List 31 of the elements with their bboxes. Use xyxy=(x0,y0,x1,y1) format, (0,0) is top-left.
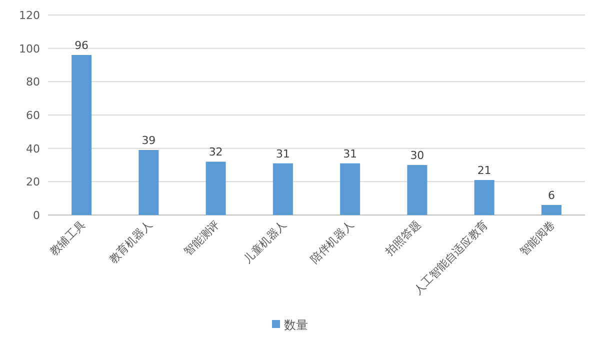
y-tick-label: 100 xyxy=(19,42,40,56)
data-label: 31 xyxy=(343,147,358,160)
x-tick-label: 陪伴机器人 xyxy=(308,218,356,266)
data-label: 21 xyxy=(477,164,492,177)
x-tick-label: 智能测评 xyxy=(182,218,222,258)
y-tick-label: 20 xyxy=(26,176,40,189)
y-tick-label: 120 xyxy=(19,9,40,22)
bar xyxy=(541,205,562,215)
y-tick-label: 40 xyxy=(26,142,40,156)
x-tick-label: 拍照答题 xyxy=(382,218,424,259)
bar xyxy=(206,162,226,215)
bar xyxy=(474,180,494,215)
y-tick-label: 60 xyxy=(26,109,40,122)
data-label: 32 xyxy=(208,146,223,159)
data-label: 30 xyxy=(410,149,424,162)
data-label: 31 xyxy=(276,147,290,160)
x-tick-label: 儿童机器人 xyxy=(240,218,290,266)
bar xyxy=(138,150,159,215)
x-tick-label: 教育机器人 xyxy=(106,218,155,266)
x-tick-label: 智能阅卷 xyxy=(517,218,558,258)
bar xyxy=(407,165,428,215)
legend-label: 数量 xyxy=(284,318,308,332)
y-tick-label: 80 xyxy=(26,76,40,89)
x-tick-label: 教辅工具 xyxy=(47,218,88,258)
bar xyxy=(272,163,293,215)
bar xyxy=(72,55,92,215)
bar xyxy=(340,163,360,215)
data-label: 6 xyxy=(548,189,555,202)
y-tick-label: 0 xyxy=(33,209,40,222)
data-label: 96 xyxy=(74,39,89,52)
data-label: 39 xyxy=(142,134,156,147)
